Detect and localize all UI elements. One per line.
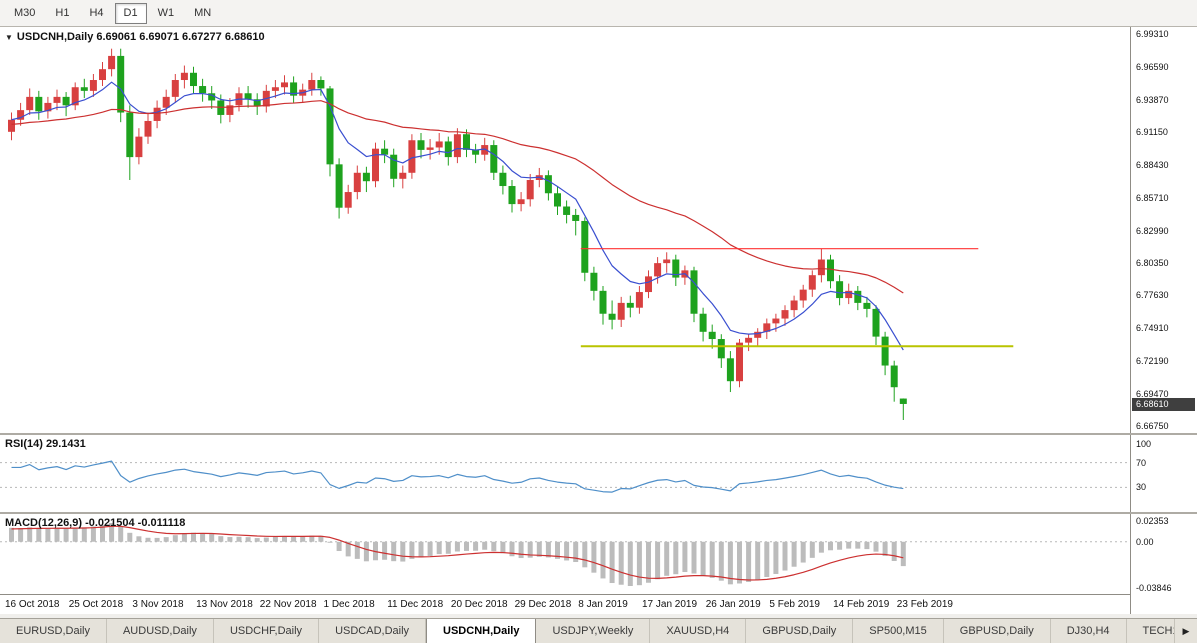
chart-title: ▼ USDCNH,Daily 6.69061 6.69071 6.67277 6…	[5, 31, 265, 43]
timeframe-button-w1[interactable]: W1	[157, 6, 175, 19]
macd-axis-label: 0.02353	[1136, 516, 1169, 526]
date-axis-label: 1 Dec 2018	[323, 599, 375, 610]
date-axis-label: 25 Oct 2018	[68, 599, 124, 610]
price-axis-label: 6.91150	[1136, 127, 1168, 138]
timeframe-toolbar: M30 H1 H4 D1 W1 MN	[0, 0, 1197, 27]
pane-splitter[interactable]	[0, 433, 1197, 435]
symbol-tab-xauusd-h4[interactable]: XAUUSD,H4	[650, 619, 747, 643]
symbol-tab-tech100-h4[interactable]: TECH100,H4	[1127, 619, 1174, 643]
price-axis-label: 6.82990	[1136, 225, 1169, 236]
symbol-tab-dj30-h4[interactable]: DJ30,H4	[1051, 619, 1127, 643]
symbol-tab-usdjpy-weekly[interactable]: USDJPY,Weekly	[536, 619, 651, 643]
rsi-label: RSI(14) 29.1431	[5, 438, 86, 450]
date-axis-label: 11 Dec 2018	[387, 599, 444, 610]
price-axis-label: 6.66750	[1136, 421, 1169, 432]
date-axis-label: 14 Feb 2019	[833, 599, 890, 610]
price-axis-label: 6.74910	[1136, 323, 1169, 334]
symbol-tab-audusd-daily[interactable]: AUDUSD,Daily	[107, 619, 214, 643]
symbol-tab-eurusd-daily[interactable]: EURUSD,Daily	[0, 619, 107, 643]
pane-splitter[interactable]	[0, 512, 1197, 514]
macd-axis-label: -0.03846	[1136, 583, 1172, 593]
symbol-tabs: EURUSD,Daily AUDUSD,Daily USDCHF,Daily USDC…	[0, 619, 1174, 643]
price-axis-label: 6.69470	[1136, 388, 1169, 399]
rsi-axis-label: 30	[1136, 482, 1147, 493]
rsi-pane-canvas[interactable]	[0, 436, 1130, 512]
symbol-tab-gbpusd-daily[interactable]: GBPUSD,Daily	[746, 619, 854, 643]
price-axis-label: 6.80350	[1136, 257, 1169, 268]
date-axis-label: 26 Jan 2019	[705, 599, 761, 610]
symbol-tab-gbpusd-daily[interactable]: GBPUSD,Daily	[944, 619, 1051, 643]
macd-axis-label: 0.00	[1136, 536, 1154, 547]
macd-pane-canvas[interactable]	[0, 515, 1130, 594]
price-axis-label: 6.93870	[1136, 94, 1169, 105]
chart-window: ▼ USDCNH,Daily 6.69061 6.69071 6.67277 6…	[0, 27, 1197, 614]
timeframe-button-m30[interactable]: M30	[14, 6, 36, 19]
macd-label: MACD(12,26,9) -0.021504 -0.011118	[5, 517, 186, 529]
date-axis-label: 29 Dec 2018	[514, 599, 572, 610]
date-axis-label: 5 Feb 2019	[769, 599, 820, 610]
date-axis-separator	[0, 594, 1197, 595]
date-axis-label: 17 Jan 2019	[642, 599, 698, 610]
price-axis-label: 6.96590	[1136, 61, 1169, 72]
main-chart-canvas[interactable]	[0, 27, 1130, 433]
date-axis-label: 3 Nov 2018	[132, 599, 184, 610]
triangle-marker-icon: ▼	[5, 32, 13, 42]
date-axis-label: 8 Jan 2019	[578, 599, 628, 610]
tabbar-scroll-right-button[interactable]: ▶	[1174, 619, 1197, 643]
symbol-tab-sp500-m15[interactable]: SP500,M15	[853, 619, 944, 643]
chart-title-text: USDCNH,Daily 6.69061 6.69071 6.67277 6.6…	[16, 31, 265, 43]
symbol-tab-usdcnh-daily[interactable]: USDCNH,Daily	[426, 619, 537, 643]
date-axis-label: 16 Oct 2018	[5, 599, 60, 610]
price-axis-label: 6.88430	[1136, 160, 1169, 171]
symbol-tab-usdcad-daily[interactable]: USDCAD,Daily	[319, 619, 427, 643]
date-axis-label: 22 Nov 2018	[259, 599, 317, 610]
symbol-tab-usdchf-daily[interactable]: USDCHF,Daily	[214, 619, 320, 643]
rsi-axis-label: 70	[1136, 457, 1147, 468]
timeframe-button-h1[interactable]: H1	[55, 6, 70, 19]
rsi-axis-label: 100	[1136, 439, 1152, 449]
date-axis-label: 13 Nov 2018	[196, 599, 253, 610]
price-axis-label: 6.99310	[1136, 29, 1169, 40]
price-axis-label: 6.85710	[1136, 192, 1169, 203]
timeframe-button-d1[interactable]: D1	[114, 2, 147, 24]
price-axis-label: 6.72190	[1136, 355, 1169, 366]
price-axis[interactable]: 6.68610 6.99310 6.96590 6.93870 6.91150 6.88…	[1130, 27, 1197, 614]
timeframe-button-h4[interactable]: H4	[89, 6, 104, 19]
price-axis-label: 6.77630	[1136, 290, 1169, 301]
date-axis-label: 23 Feb 2019	[896, 599, 953, 610]
symbol-tabbar: EURUSD,Daily AUDUSD,Daily USDCHF,Daily USDC…	[0, 618, 1197, 643]
current-price-badge: 6.68610	[1132, 397, 1195, 411]
date-axis-label: 20 Dec 2018	[450, 599, 508, 610]
timeframe-button-mn[interactable]: MN	[194, 6, 212, 19]
